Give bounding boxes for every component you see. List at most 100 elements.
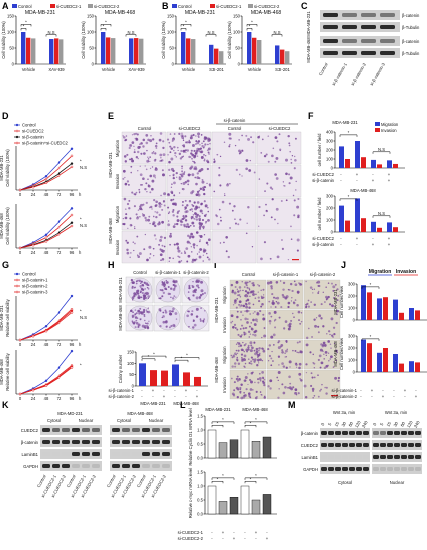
stained-cell <box>184 207 187 210</box>
stained-cell <box>287 134 290 138</box>
stained-cell <box>241 281 243 283</box>
y-tick-label: 0 <box>12 62 15 67</box>
stained-cell <box>251 290 253 293</box>
band-label: β-Tubulin <box>402 51 420 56</box>
stained-cell <box>246 222 248 224</box>
stained-cell <box>250 360 253 363</box>
stained-cell <box>226 183 229 185</box>
colony <box>188 325 190 328</box>
colony <box>147 288 150 290</box>
cell-line-label: MDA-MB-468 <box>333 341 338 367</box>
stained-cell <box>325 386 328 389</box>
stained-cell <box>299 283 302 286</box>
stained-cell <box>267 360 270 362</box>
stained-cell <box>313 394 316 397</box>
stained-cell <box>135 213 138 216</box>
y-tick-label: 300 <box>326 194 334 199</box>
stained-cell <box>155 147 158 149</box>
time-label: 240 <box>361 419 369 428</box>
stained-cell <box>149 139 153 143</box>
colony <box>169 312 173 316</box>
stained-cell <box>314 324 317 328</box>
stained-cell <box>139 165 141 167</box>
f2-bar <box>339 205 344 232</box>
stained-cell <box>126 248 129 252</box>
blot-band <box>42 440 50 444</box>
stained-cell <box>271 293 274 296</box>
b2-bar <box>275 45 280 64</box>
stained-cell <box>194 151 198 155</box>
cell-line-label: MDA-MB-231 <box>333 289 338 315</box>
sign: - <box>163 388 165 393</box>
stained-cell <box>201 218 205 222</box>
micrograph <box>211 164 257 198</box>
stained-cell <box>285 199 288 202</box>
panel-label-h: H <box>108 260 115 270</box>
y-tick-label: 150 <box>127 350 135 355</box>
time-label: 15 <box>333 420 340 427</box>
stained-cell <box>147 158 150 160</box>
colony <box>172 280 176 283</box>
stained-cell <box>231 320 234 322</box>
y-axis-label: Cell Viability (100%) <box>5 149 10 187</box>
time-label: 120 <box>354 419 362 428</box>
colony <box>192 326 195 329</box>
stained-cell <box>309 286 313 289</box>
stained-cell <box>130 171 133 174</box>
g1-point <box>57 311 61 314</box>
stained-cell <box>194 176 197 179</box>
y-tick-label: 50 <box>169 46 174 51</box>
stained-cell <box>180 252 183 254</box>
sign: + <box>388 172 391 177</box>
fraction-label: Nuclear <box>79 418 94 423</box>
time-label: 120 <box>406 419 414 428</box>
colony <box>138 312 141 315</box>
blot-band <box>323 25 338 29</box>
lane-label: si-β-catenin-2 <box>350 61 367 86</box>
blot-strip <box>110 425 172 435</box>
stained-cell <box>296 290 300 294</box>
blot-band <box>356 431 362 435</box>
stained-cell <box>128 207 131 210</box>
colony <box>174 312 178 315</box>
stained-cell <box>250 327 253 330</box>
stained-cell <box>160 194 162 197</box>
stained-cell <box>290 238 293 241</box>
stained-cell <box>190 250 193 253</box>
stained-cell <box>289 366 291 368</box>
stained-cell <box>299 350 302 353</box>
stained-cell <box>275 207 279 211</box>
stained-cell <box>248 306 251 309</box>
stained-cell <box>244 379 247 382</box>
colony <box>188 298 191 301</box>
treatment-header: Wnt 3a, min <box>333 410 356 415</box>
colony <box>170 287 173 290</box>
stained-cell <box>133 151 136 154</box>
stained-cell <box>245 388 248 391</box>
stained-cell <box>158 202 162 205</box>
stained-cell <box>294 155 296 158</box>
cell-line-label: MDA-MB-468 <box>173 401 199 406</box>
stained-cell <box>195 258 198 261</box>
stained-cell <box>247 330 251 334</box>
stained-cell <box>231 356 234 359</box>
stained-cell <box>250 292 252 294</box>
stained-cell <box>182 216 186 220</box>
stained-cell <box>146 149 148 152</box>
stained-cell <box>236 328 239 331</box>
chart-title: MDA-MB-468 <box>251 10 282 16</box>
stained-cell <box>320 361 324 365</box>
stained-cell <box>148 215 151 218</box>
scale-bar <box>292 259 299 261</box>
colony <box>135 312 138 315</box>
stained-cell <box>141 213 144 215</box>
stained-cell <box>195 140 198 143</box>
stained-cell <box>167 220 170 222</box>
stained-cell <box>195 143 197 145</box>
stained-cell <box>248 287 251 290</box>
stained-cell <box>277 222 279 225</box>
stained-cell <box>225 250 228 253</box>
stained-cell <box>247 344 250 347</box>
stained-cell <box>265 153 268 156</box>
sign: - <box>244 536 246 541</box>
